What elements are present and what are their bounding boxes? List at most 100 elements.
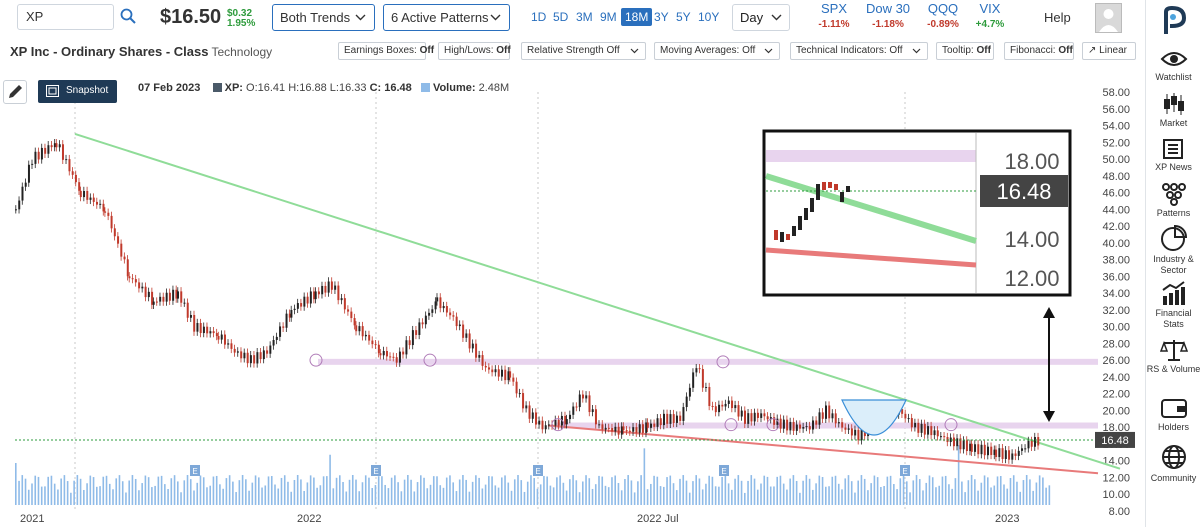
candle-body — [914, 422, 917, 428]
snapshot-button[interactable]: Snapshot — [38, 80, 117, 103]
candle-body — [611, 428, 614, 432]
app-logo-icon[interactable] — [1160, 6, 1188, 36]
inset-candle — [786, 234, 790, 240]
volume-bar — [598, 475, 600, 505]
range-3y[interactable]: 3Y — [654, 10, 669, 24]
help-link[interactable]: Help — [1044, 10, 1071, 25]
pattern-band — [318, 358, 1098, 365]
range-9m[interactable]: 9M — [600, 10, 617, 24]
candle-body — [424, 315, 427, 325]
trends-dropdown[interactable]: Both Trends — [272, 4, 375, 31]
candle-body — [998, 448, 1001, 458]
sidebar-label: Holders — [1157, 422, 1189, 432]
candle-body — [377, 344, 380, 354]
fibonacci-toggle[interactable]: Fibonacci: Off — [1004, 42, 1074, 60]
draw-tool-button[interactable] — [3, 80, 27, 104]
readout-ohlc: O:16.41 H:16.88 L:16.33 — [246, 82, 367, 94]
volume-bar — [96, 486, 98, 505]
index-spx[interactable]: SPX -1.11% — [804, 1, 864, 30]
volume-bar — [397, 482, 399, 505]
index-dow[interactable]: Dow 30 -1.18% — [858, 1, 918, 30]
price-chart[interactable]: 58.00 56.00 54.00 52.00 50.00 48.00 46.00 44.00… — [0, 66, 1145, 527]
inset-candle — [810, 198, 814, 212]
inset-candle — [840, 192, 844, 202]
volume-bar — [429, 484, 432, 505]
index-vix[interactable]: VIX +4.7% — [960, 1, 1020, 30]
candle-body — [850, 428, 853, 436]
symbol-search-input[interactable]: XP — [17, 4, 114, 30]
range-3m[interactable]: 3M — [576, 10, 593, 24]
sidebar-item-holders[interactable]: Holders — [1146, 396, 1200, 433]
y-tick-label: 14.00 — [1102, 456, 1130, 468]
relative-strength-dropdown[interactable]: Relative Strength Off — [521, 42, 646, 60]
candle-body — [79, 190, 82, 198]
candle-body — [334, 285, 337, 290]
patterns-dropdown[interactable]: 6 Active Patterns — [383, 4, 510, 31]
search-icon[interactable] — [120, 8, 136, 24]
volume-bar — [1009, 477, 1012, 505]
index-qqq[interactable]: QQQ -0.89% — [913, 1, 973, 30]
volume-bar — [650, 483, 652, 505]
range-1d[interactable]: 1D — [531, 10, 547, 24]
volume-bar — [549, 485, 552, 505]
candle-body — [442, 306, 445, 309]
range-10y[interactable]: 10Y — [698, 10, 720, 24]
candle-body — [269, 345, 272, 354]
candle-body — [1001, 448, 1004, 459]
candle-body — [415, 330, 418, 335]
candle-body — [920, 423, 923, 433]
sidebar-item-rs-volume[interactable]: RS & Volume — [1146, 338, 1200, 375]
sidebar-item-industry[interactable]: Industry & Sector — [1146, 224, 1200, 276]
sidebar-item-financial[interactable]: Financial Stats — [1146, 280, 1200, 330]
sidebar-item-watchlist[interactable]: Watchlist — [1146, 48, 1200, 83]
volume-bar — [189, 479, 192, 505]
volume-bar — [31, 483, 33, 505]
sidebar-item-patterns[interactable]: Patterns — [1146, 182, 1200, 219]
volume-bar — [491, 476, 493, 505]
range-5y[interactable]: 5Y — [676, 10, 691, 24]
highlows-toggle[interactable]: High/Lows: Off — [438, 42, 511, 60]
avatar[interactable] — [1095, 3, 1122, 33]
candle-body — [379, 353, 382, 356]
candle-body — [411, 330, 414, 346]
volume-bar — [967, 480, 970, 505]
candle-body — [969, 443, 972, 452]
volume-bar — [1003, 484, 1005, 505]
volume-bar — [455, 491, 458, 505]
candle-body — [102, 203, 105, 212]
sidebar-label: Financial Stats — [1155, 308, 1192, 329]
earnings-marker — [371, 465, 381, 476]
volume-bar — [915, 475, 918, 505]
volume-bar — [368, 477, 370, 505]
candle-body — [598, 424, 601, 426]
earnings-label: E — [373, 467, 378, 476]
range-5d[interactable]: 5D — [553, 10, 569, 24]
earnings-boxes-toggle[interactable]: Earnings Boxes: Off — [338, 42, 434, 60]
interval-dropdown[interactable]: Day — [732, 4, 790, 31]
range-18m[interactable]: 18M — [621, 8, 653, 26]
candle-body — [910, 418, 913, 428]
candle-body — [795, 424, 798, 431]
sidebar-item-market[interactable]: Market — [1146, 92, 1200, 129]
pivot-circle — [423, 353, 437, 367]
sidebar-item-community[interactable]: Community — [1146, 443, 1200, 484]
volume-bar — [627, 475, 629, 505]
candle-body — [327, 281, 330, 293]
technical-indicators-dropdown[interactable]: Technical Indicators: Off — [790, 42, 928, 60]
candle-body — [993, 449, 996, 455]
volume-bar — [925, 482, 928, 505]
volume-bar — [403, 479, 406, 505]
volume-bar — [873, 475, 876, 505]
sidebar-item-news[interactable]: XP News — [1146, 138, 1200, 173]
snapshot-label: Snapshot — [66, 85, 109, 96]
candle-body — [151, 291, 154, 305]
earnings-label: E — [535, 467, 540, 476]
moving-averages-dropdown[interactable]: Moving Averages: Off — [654, 42, 780, 60]
volume-bar — [792, 475, 795, 505]
tooltip-toggle[interactable]: Tooltip: Off — [936, 42, 994, 60]
candle-body — [799, 424, 802, 429]
volume-bar — [180, 492, 182, 505]
candle-body — [408, 340, 411, 346]
volume-bar — [105, 475, 108, 505]
scale-toggle[interactable]: ↗ Linear — [1082, 42, 1136, 60]
